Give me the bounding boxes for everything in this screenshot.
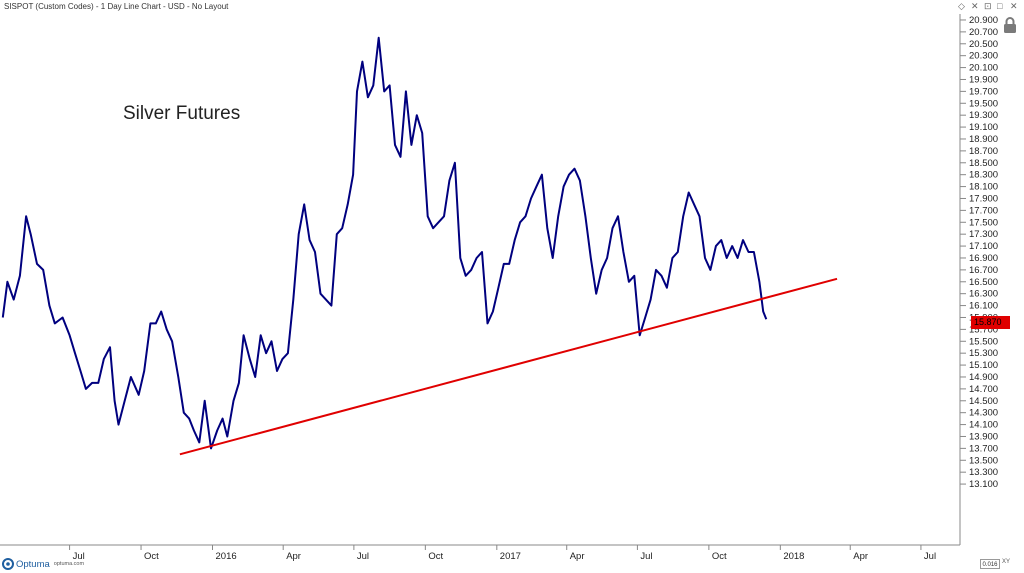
- diamond-icon[interactable]: ◇: [958, 1, 965, 11]
- x-tick-label: Jul: [357, 551, 369, 562]
- x-tick-label: Oct: [144, 551, 159, 562]
- y-tick-label: 14.100: [969, 420, 998, 431]
- x-tick-label: Apr: [853, 551, 868, 562]
- close-icon[interactable]: ✕: [1010, 1, 1018, 11]
- y-axis: 20.90020.70020.50020.30020.10019.90019.7…: [959, 14, 998, 545]
- y-tick-label: 17.100: [969, 241, 998, 252]
- y-tick-label: 17.900: [969, 193, 998, 204]
- optuma-logo: Optuma optuma.com: [2, 557, 84, 571]
- y-tick-label: 19.500: [969, 98, 998, 109]
- y-tick-label: 18.100: [969, 182, 998, 193]
- y-tick-label: 13.900: [969, 431, 998, 442]
- y-tick-label: 15.700: [969, 324, 998, 335]
- x-axis: Jul Oct 2016 Apr Jul Oct 2017 Apr Jul Oct 2018 Apr J…: [0, 544, 960, 562]
- title-bar: SISPOT (Custom Codes) - 1 Day Line Chart…: [0, 0, 1024, 14]
- y-tick-label: 16.900: [969, 253, 998, 264]
- x-tick-label: Apr: [286, 551, 301, 562]
- y-tick-label: 17.300: [969, 229, 998, 240]
- pin-icon[interactable]: ✕: [971, 1, 979, 11]
- plot-area: [1, 36, 838, 456]
- x-tick-label: 2017: [500, 551, 521, 562]
- y-tick-label: 16.300: [969, 289, 998, 300]
- window-title: SISPOT (Custom Codes) - 1 Day Line Chart…: [4, 2, 229, 11]
- x-tick-label: Oct: [428, 551, 443, 562]
- y-tick-label: 20.100: [969, 63, 998, 74]
- y-tick-label: 20.900: [969, 15, 998, 26]
- lock-icon[interactable]: [1001, 16, 1019, 34]
- xy-toggle[interactable]: XY: [1002, 559, 1011, 565]
- y-tick-label: 15.300: [969, 348, 998, 359]
- restore-icon[interactable]: ⊡: [984, 1, 992, 11]
- y-tick-label: 20.700: [969, 27, 998, 38]
- y-tick-label: 18.700: [969, 146, 998, 157]
- optuma-logo-icon: [2, 558, 14, 570]
- x-tick-label: 2016: [216, 551, 237, 562]
- x-tick-label: Jul: [640, 551, 652, 562]
- y-tick-label: 16.500: [969, 277, 998, 288]
- y-tick-label: 17.500: [969, 217, 998, 228]
- y-tick-label: 16.700: [969, 265, 998, 276]
- scale-input[interactable]: 0.016: [980, 559, 1000, 569]
- x-tick-label: Oct: [712, 551, 727, 562]
- y-tick-label: 14.900: [969, 372, 998, 383]
- y-tick-label: 18.500: [969, 158, 998, 169]
- price-line: [1, 36, 768, 450]
- y-tick-label: 17.700: [969, 205, 998, 216]
- logo-url: optuma.com: [53, 561, 85, 567]
- y-tick-label: 14.300: [969, 408, 998, 419]
- y-tick-label: 20.300: [969, 51, 998, 62]
- y-tick-label: 20.500: [969, 39, 998, 50]
- y-tick-label: 19.900: [969, 74, 998, 85]
- y-tick-label: 19.300: [969, 110, 998, 121]
- y-tick-label: 18.900: [969, 134, 998, 145]
- x-tick-label: 2018: [783, 551, 804, 562]
- maximize-icon[interactable]: □: [997, 1, 1003, 11]
- chart-title: Silver Futures: [123, 103, 240, 124]
- y-tick-label: 15.500: [969, 336, 998, 347]
- x-tick-label: Apr: [570, 551, 585, 562]
- y-tick-label: 14.500: [969, 396, 998, 407]
- y-tick-label: 16.100: [969, 301, 998, 312]
- y-tick-label: 15.100: [969, 360, 998, 371]
- y-tick-label: 13.700: [969, 443, 998, 454]
- x-tick-label: Jul: [924, 551, 936, 562]
- y-tick-label: 13.300: [969, 467, 998, 478]
- y-tick-label: 13.500: [969, 455, 998, 466]
- trendline: [179, 277, 838, 456]
- y-tick-label: 18.300: [969, 170, 998, 181]
- y-tick-label: 13.100: [969, 479, 998, 490]
- y-tick-label: 19.100: [969, 122, 998, 133]
- y-tick-label: 19.700: [969, 86, 998, 97]
- logo-text: Optuma: [16, 558, 50, 570]
- y-tick-label: 14.700: [969, 384, 998, 395]
- x-tick-label: Jul: [73, 551, 85, 562]
- last-price-label: 15.870: [971, 316, 1010, 329]
